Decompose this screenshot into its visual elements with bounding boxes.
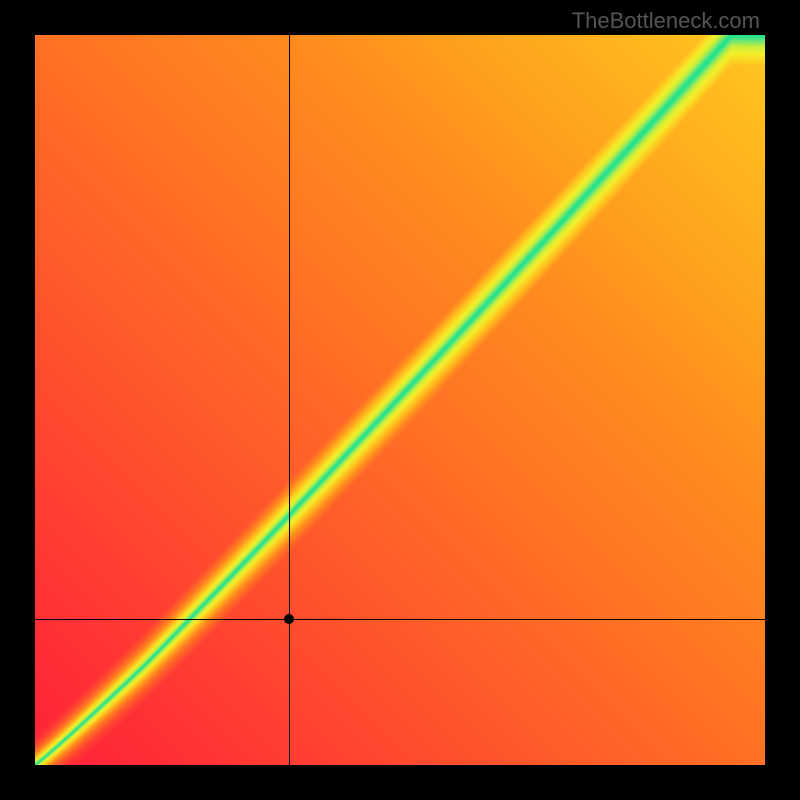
heatmap-canvas (35, 35, 765, 765)
crosshair-horizontal (35, 619, 765, 620)
crosshair-dot (284, 614, 294, 624)
heatmap-plot (35, 35, 765, 765)
crosshair-vertical (289, 35, 290, 765)
watermark-text: TheBottleneck.com (572, 8, 760, 34)
